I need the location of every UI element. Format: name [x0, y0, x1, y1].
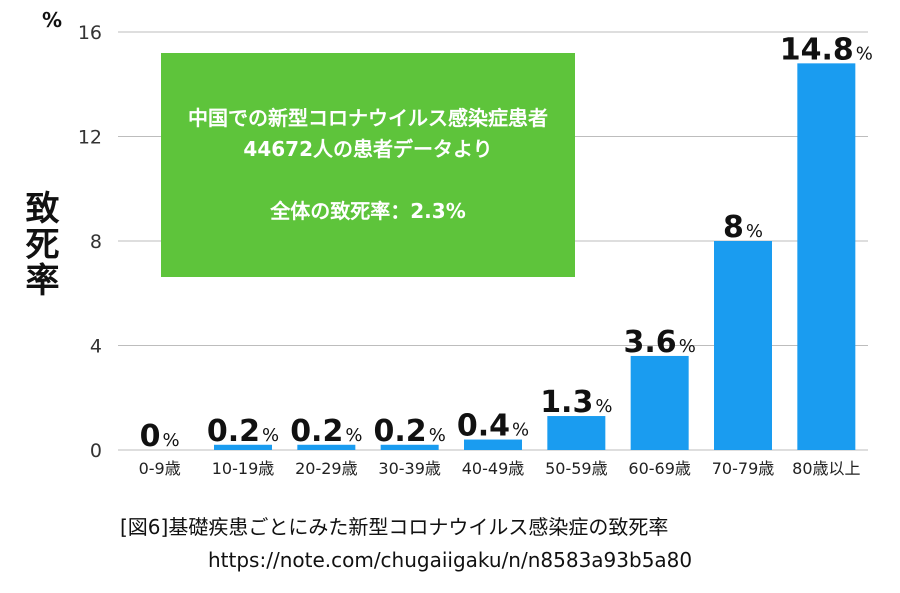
x-tick-label: 70-79歳: [712, 459, 775, 478]
info-box-line-3: 全体の致死率：2.3%: [270, 199, 466, 223]
bar: [380, 444, 439, 450]
value-label: 0.2%: [290, 414, 362, 449]
info-box-line-2: 44672人の患者データより: [243, 137, 493, 161]
y-axis-unit: %: [42, 8, 63, 32]
bar: [214, 444, 272, 450]
x-tick-label: 30-39歳: [378, 459, 441, 478]
bar: [797, 63, 856, 450]
figure-caption: [図6]基礎疾患ごとにみた新型コロナウイルス感染症の致死率: [120, 515, 669, 539]
x-tick-label: 40-49歳: [462, 459, 525, 478]
bar: [297, 444, 356, 450]
x-tick-label: 50-59歳: [545, 459, 608, 478]
source-url: https://note.com/chugaiigaku/n/n8583a93b…: [208, 548, 693, 572]
bar: [630, 355, 689, 450]
value-label: 8%: [723, 210, 763, 245]
info-box: 中国での新型コロナウイルス感染症患者 44672人の患者データより 全体の致死率…: [161, 53, 575, 277]
x-tick-label: 20-29歳: [295, 459, 358, 478]
y-tick-label: 12: [78, 127, 102, 149]
value-label: 0%: [140, 419, 180, 454]
y-tick-labels: 0 4 8 12 16: [78, 22, 102, 462]
x-tick-label: 10-19歳: [212, 459, 275, 478]
value-label: 0.2%: [207, 414, 279, 449]
y-tick-label: 4: [90, 336, 102, 358]
value-label: 0.4%: [457, 409, 529, 444]
bar: [714, 241, 772, 450]
value-labels: 0% 0.2% 0.2% 0.2% 0.4 % 1.3 % 3.6 % 8 % 14.8%: [140, 32, 873, 454]
y-tick-label: 16: [78, 22, 102, 44]
y-tick-label: 8: [90, 231, 102, 253]
bar: [547, 416, 606, 450]
bar: [464, 439, 522, 450]
x-tick-labels: 0-9歳 10-19歳 20-29歳 30-39歳 40-49歳 50-59歳 60-69歳…: [139, 459, 861, 478]
x-tick-label: 60-69歳: [628, 459, 691, 478]
value-label: 14.8%: [780, 32, 873, 67]
value-label: 0.2%: [374, 414, 446, 449]
x-tick-label: 80歳以上: [792, 459, 860, 478]
y-axis-title: 致死率: [19, 190, 59, 298]
bars: [214, 63, 856, 450]
y-tick-label: 0: [90, 440, 102, 462]
info-box-line-1: 中国での新型コロナウイルス感染症患者: [188, 106, 548, 130]
value-label: 1.3%: [540, 385, 612, 420]
x-tick-label: 0-9歳: [139, 459, 181, 478]
value-label: 3.6%: [624, 325, 696, 360]
bar-chart: 0 4 8 12 16 0% 0.2% 0.2% 0.2% 0.4 % 1.3 % 3.6 % 8 % 14.8…: [78, 22, 873, 478]
